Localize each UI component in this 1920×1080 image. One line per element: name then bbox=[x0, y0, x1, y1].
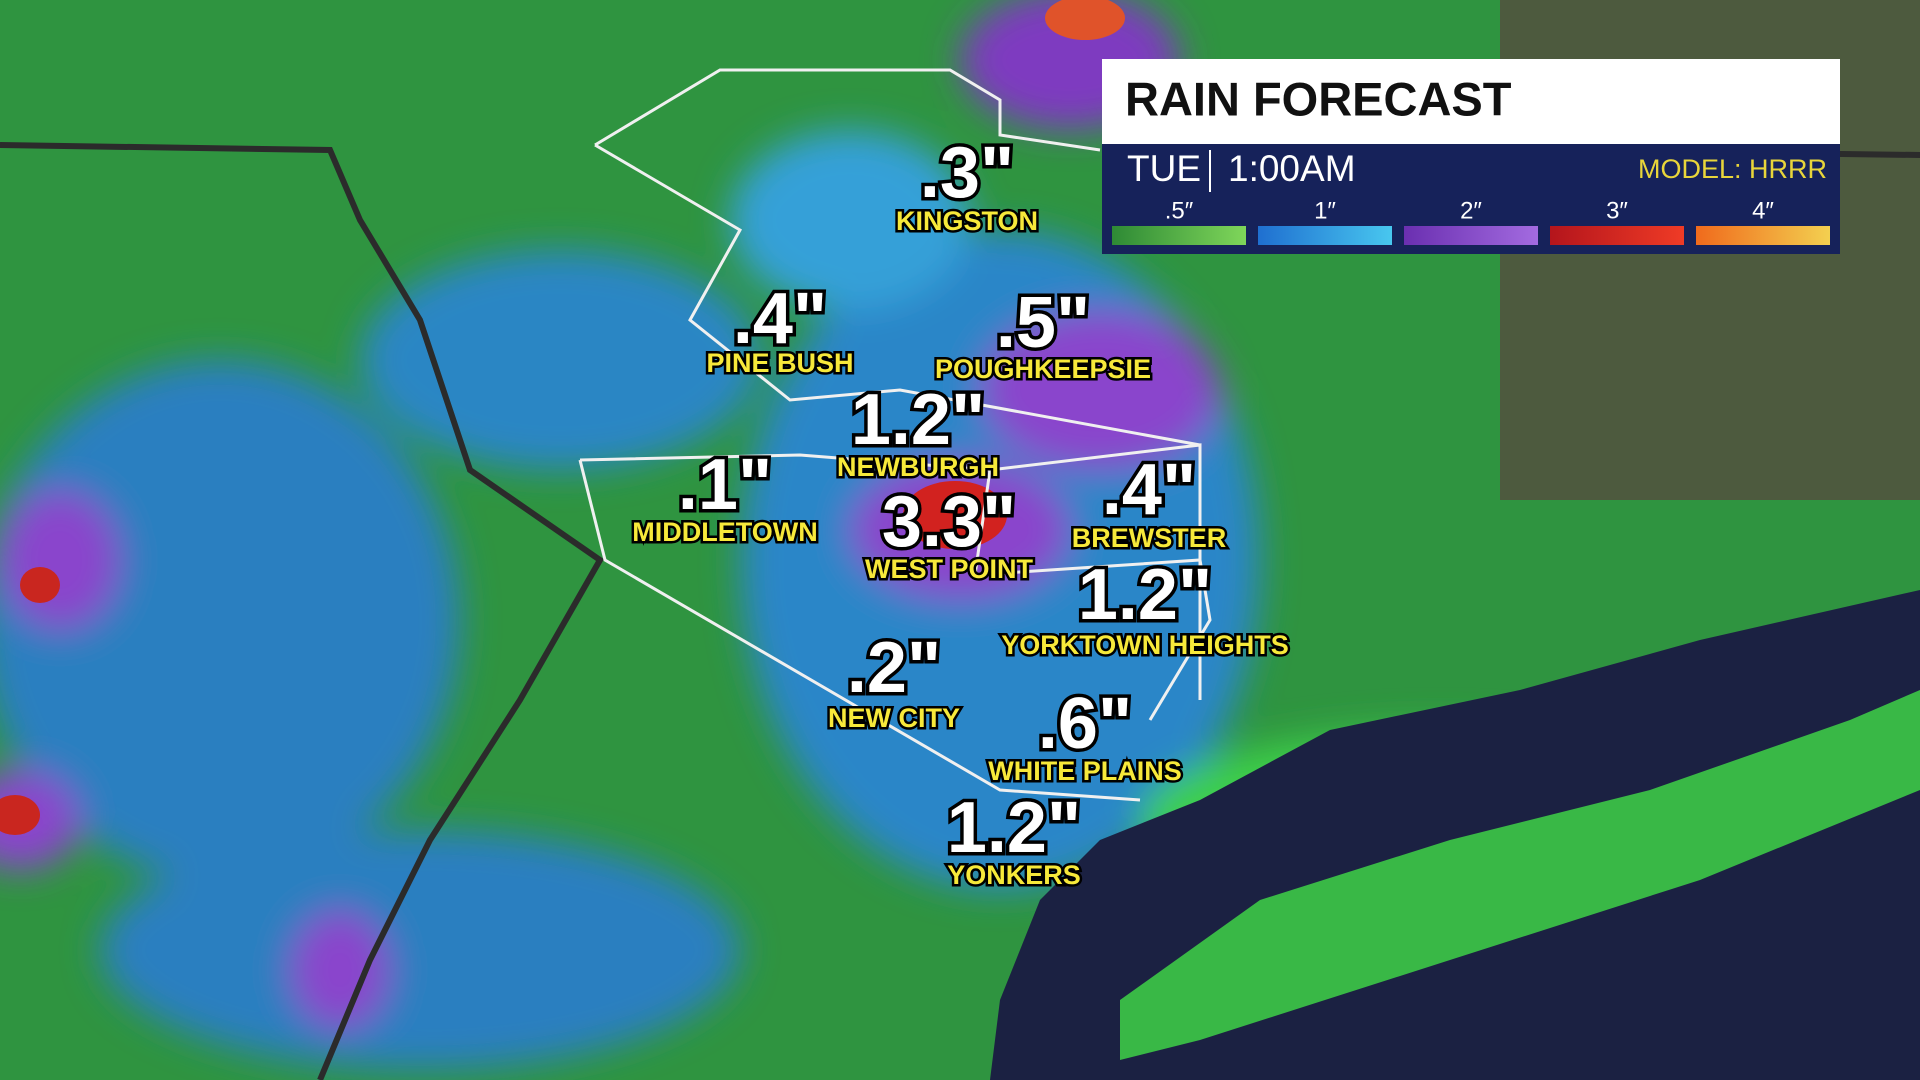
city: 1.2"YORKTOWN HEIGHTS bbox=[999, 552, 1292, 663]
legend-label: .5″ bbox=[1165, 197, 1194, 224]
model: MODEL: HRRR bbox=[1638, 154, 1827, 184]
city-name: WHITE PLAINS bbox=[988, 756, 1182, 786]
city: .4"BREWSTER bbox=[1069, 447, 1229, 556]
city: .3"KINGSTON bbox=[893, 130, 1040, 239]
city: 3.3"WEST POINT bbox=[863, 479, 1037, 587]
city-name: YONKERS bbox=[947, 860, 1081, 890]
time: 1:00AM bbox=[1228, 148, 1356, 189]
city-name: BREWSTER bbox=[1072, 523, 1227, 553]
rain-amount: .4" bbox=[733, 279, 827, 359]
city-name: NEW CITY bbox=[828, 703, 960, 733]
rain-amount: .6" bbox=[1038, 684, 1132, 764]
rain-amount: .3" bbox=[920, 133, 1014, 213]
legend-label: 3″ bbox=[1606, 197, 1628, 224]
city-name: WEST POINT bbox=[865, 554, 1034, 584]
header-panel: RAIN FORECAST TUE 1:00AM MODEL: HRRR .5″… bbox=[1102, 59, 1840, 254]
rain-amount: 3.3" bbox=[882, 482, 1016, 562]
city-name: YORKTOWN HEIGHTS bbox=[1001, 630, 1289, 660]
title: RAIN FORECAST bbox=[1125, 72, 1512, 125]
city-name: KINGSTON bbox=[896, 206, 1038, 236]
legend-label: 1″ bbox=[1314, 197, 1336, 224]
city: 1.2"YONKERS bbox=[943, 785, 1084, 893]
long-island bbox=[1120, 690, 1920, 1060]
rain-amount: 1.2" bbox=[851, 380, 985, 460]
rain-amount: 1.2" bbox=[1078, 555, 1212, 635]
rain-amount: .2" bbox=[847, 628, 941, 708]
city: .4"PINE BUSH bbox=[704, 276, 856, 381]
legend: .5″ 1″ 2″ 3″ 4″ bbox=[1112, 197, 1830, 245]
rain-amount: .4" bbox=[1102, 450, 1196, 530]
city: 1.2"NEWBURGH bbox=[835, 377, 1002, 485]
legend-swatch bbox=[1258, 226, 1392, 245]
legend-swatch bbox=[1404, 226, 1538, 245]
legend-swatch bbox=[1550, 226, 1684, 245]
legend-swatch bbox=[1696, 226, 1830, 245]
legend-swatch bbox=[1112, 226, 1246, 245]
city-name: PINE BUSH bbox=[706, 348, 853, 378]
city-name: NEWBURGH bbox=[837, 452, 999, 482]
city-labels: .3"KINGSTON.4"PINE BUSH.5"POUGHKEEPSIE1.… bbox=[630, 130, 1292, 893]
city-name: MIDDLETOWN bbox=[632, 517, 817, 547]
title-box bbox=[1102, 59, 1840, 144]
city: .6"WHITE PLAINS bbox=[986, 681, 1185, 789]
county-lines bbox=[578, 68, 1212, 802]
city: .1"MIDDLETOWN bbox=[630, 442, 820, 550]
day: TUE bbox=[1127, 148, 1201, 189]
legend-label: 4″ bbox=[1752, 197, 1774, 224]
legend-label: 2″ bbox=[1460, 197, 1482, 224]
state-border bbox=[0, 142, 604, 1080]
rain-amount: 1.2" bbox=[947, 788, 1081, 868]
rain-amount: .1" bbox=[678, 445, 772, 525]
rain-amount: .5" bbox=[996, 283, 1090, 363]
city-name: POUGHKEEPSIE bbox=[935, 354, 1151, 384]
city: .2"NEW CITY bbox=[826, 625, 963, 736]
city: .5"POUGHKEEPSIE bbox=[932, 280, 1153, 387]
